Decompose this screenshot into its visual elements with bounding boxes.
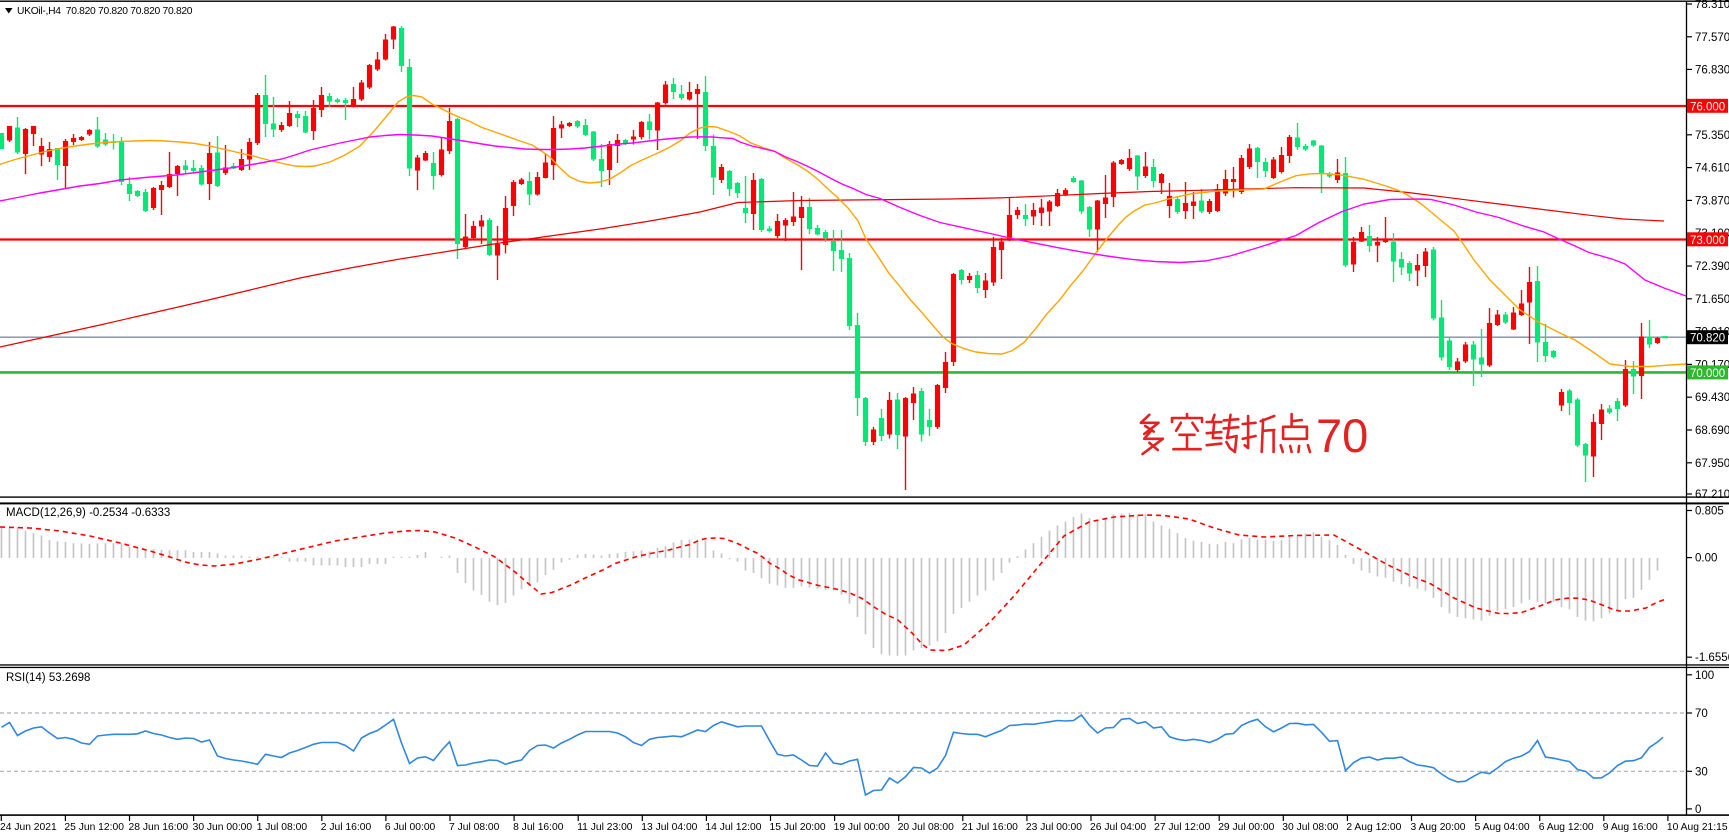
svg-text:0.805: 0.805	[1695, 506, 1724, 518]
svg-text:21 Jul 16:00: 21 Jul 16:00	[962, 822, 1018, 833]
svg-text:13 Jul 04:00: 13 Jul 04:00	[641, 822, 697, 833]
svg-text:74.610: 74.610	[1695, 163, 1729, 175]
svg-text:6 Jul 00:00: 6 Jul 00:00	[385, 822, 436, 833]
svg-text:5 Aug 04:00: 5 Aug 04:00	[1475, 822, 1530, 833]
svg-text:UKOil-,H4 70.820 70.820 70.82: UKOil-,H4 70.820 70.820 70.820 70.820	[17, 6, 193, 17]
svg-text:RSI(14) 53.2698: RSI(14) 53.2698	[6, 672, 90, 684]
svg-text:24 Jun 2021: 24 Jun 2021	[0, 822, 57, 833]
svg-text:78.310: 78.310	[1695, 0, 1729, 11]
svg-text:26 Jul 04:00: 26 Jul 04:00	[1090, 822, 1146, 833]
svg-text:-1.6556: -1.6556	[1695, 652, 1729, 664]
svg-text:72.390: 72.390	[1695, 261, 1729, 273]
svg-text:100: 100	[1695, 670, 1714, 682]
svg-text:30: 30	[1695, 766, 1708, 778]
svg-text:67.950: 67.950	[1695, 458, 1729, 470]
svg-text:69.430: 69.430	[1695, 392, 1729, 404]
svg-text:9 Aug 16:00: 9 Aug 16:00	[1603, 822, 1658, 833]
svg-text:14 Jul 12:00: 14 Jul 12:00	[705, 822, 761, 833]
svg-text:70: 70	[1316, 409, 1368, 462]
svg-text:75.350: 75.350	[1695, 130, 1729, 142]
svg-text:8 Jul 16:00: 8 Jul 16:00	[513, 822, 564, 833]
svg-text:71.650: 71.650	[1695, 294, 1729, 306]
svg-text:76.000: 76.000	[1690, 101, 1725, 113]
svg-text:73.870: 73.870	[1695, 195, 1729, 207]
svg-text:20 Jul 08:00: 20 Jul 08:00	[898, 822, 954, 833]
svg-text:0: 0	[1695, 804, 1701, 816]
svg-text:77.570: 77.570	[1695, 32, 1729, 44]
svg-text:1 Jul 08:00: 1 Jul 08:00	[257, 822, 308, 833]
svg-text:MACD(12,26,9) -0.2534 -0.6333: MACD(12,26,9) -0.2534 -0.6333	[6, 507, 170, 519]
svg-text:29 Jul 00:00: 29 Jul 00:00	[1218, 822, 1274, 833]
svg-text:3 Aug 20:00: 3 Aug 20:00	[1411, 822, 1466, 833]
svg-text:10 Aug 21:15: 10 Aug 21:15	[1667, 822, 1728, 833]
svg-text:30 Jun 00:00: 30 Jun 00:00	[193, 822, 253, 833]
svg-text:76.830: 76.830	[1695, 64, 1729, 76]
svg-text:15 Jul 20:00: 15 Jul 20:00	[770, 822, 826, 833]
svg-text:7 Jul 08:00: 7 Jul 08:00	[449, 822, 500, 833]
svg-text:2 Jul 16:00: 2 Jul 16:00	[321, 822, 372, 833]
svg-text:2 Aug 12:00: 2 Aug 12:00	[1346, 822, 1401, 833]
svg-text:73.000: 73.000	[1690, 235, 1725, 247]
svg-text:19 Jul 00:00: 19 Jul 00:00	[834, 822, 890, 833]
svg-text:30 Jul 08:00: 30 Jul 08:00	[1282, 822, 1338, 833]
svg-text:68.690: 68.690	[1695, 425, 1729, 437]
svg-text:11 Jul 23:00: 11 Jul 23:00	[577, 822, 633, 833]
svg-text:27 Jul 12:00: 27 Jul 12:00	[1154, 822, 1210, 833]
svg-text:0.00: 0.00	[1695, 553, 1717, 565]
svg-text:6 Aug 12:00: 6 Aug 12:00	[1539, 822, 1594, 833]
svg-text:67.210: 67.210	[1695, 489, 1729, 501]
svg-text:70.820: 70.820	[1690, 333, 1725, 345]
svg-text:23 Jul 00:00: 23 Jul 00:00	[1026, 822, 1082, 833]
svg-text:25 Jun 12:00: 25 Jun 12:00	[64, 822, 124, 833]
svg-text:28 Jun 16:00: 28 Jun 16:00	[129, 822, 189, 833]
svg-text:70.000: 70.000	[1690, 368, 1725, 380]
svg-text:70: 70	[1695, 708, 1708, 720]
